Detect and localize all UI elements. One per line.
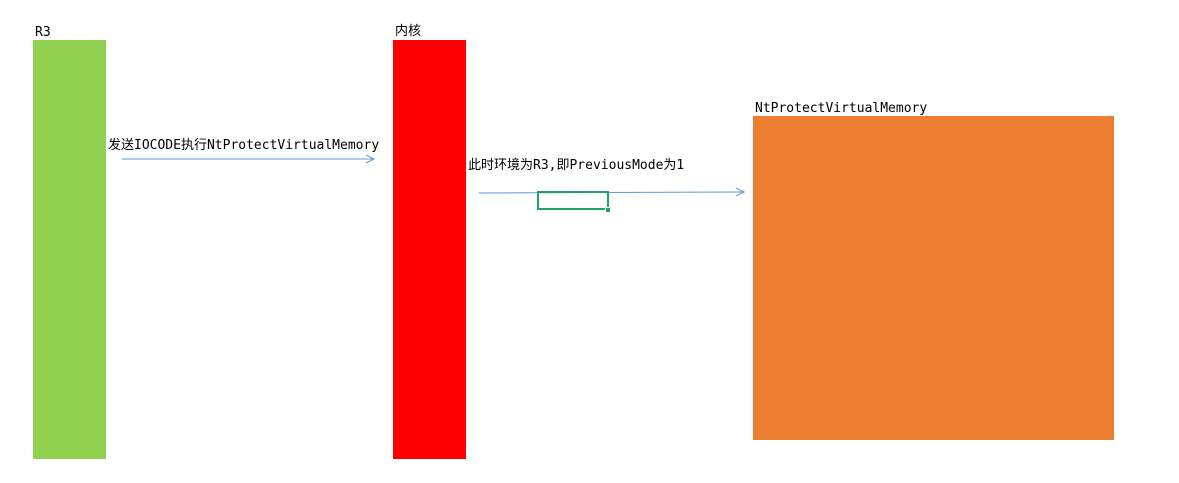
- arrow-label-previous-mode: 此时环境为R3,即PreviousMode为1: [468, 158, 685, 173]
- r3-bar: [33, 40, 106, 459]
- arrow-kernel-to-target-head: [735, 187, 746, 197]
- r3-label: R3: [35, 25, 51, 40]
- selection-fill-handle[interactable]: [605, 207, 611, 213]
- kernel-label: 内核: [395, 24, 422, 39]
- target-box: [753, 116, 1114, 440]
- arrow-kernel-to-target: [478, 191, 745, 194]
- kernel-bar: [393, 40, 466, 459]
- arrow-r3-to-kernel-head: [365, 154, 376, 164]
- target-label: NtProtectVirtualMemory: [755, 101, 928, 116]
- arrow-label-send-iocode: 发送IOCODE执行NtProtectVirtualMemory: [108, 138, 380, 153]
- selected-cell[interactable]: [537, 191, 609, 210]
